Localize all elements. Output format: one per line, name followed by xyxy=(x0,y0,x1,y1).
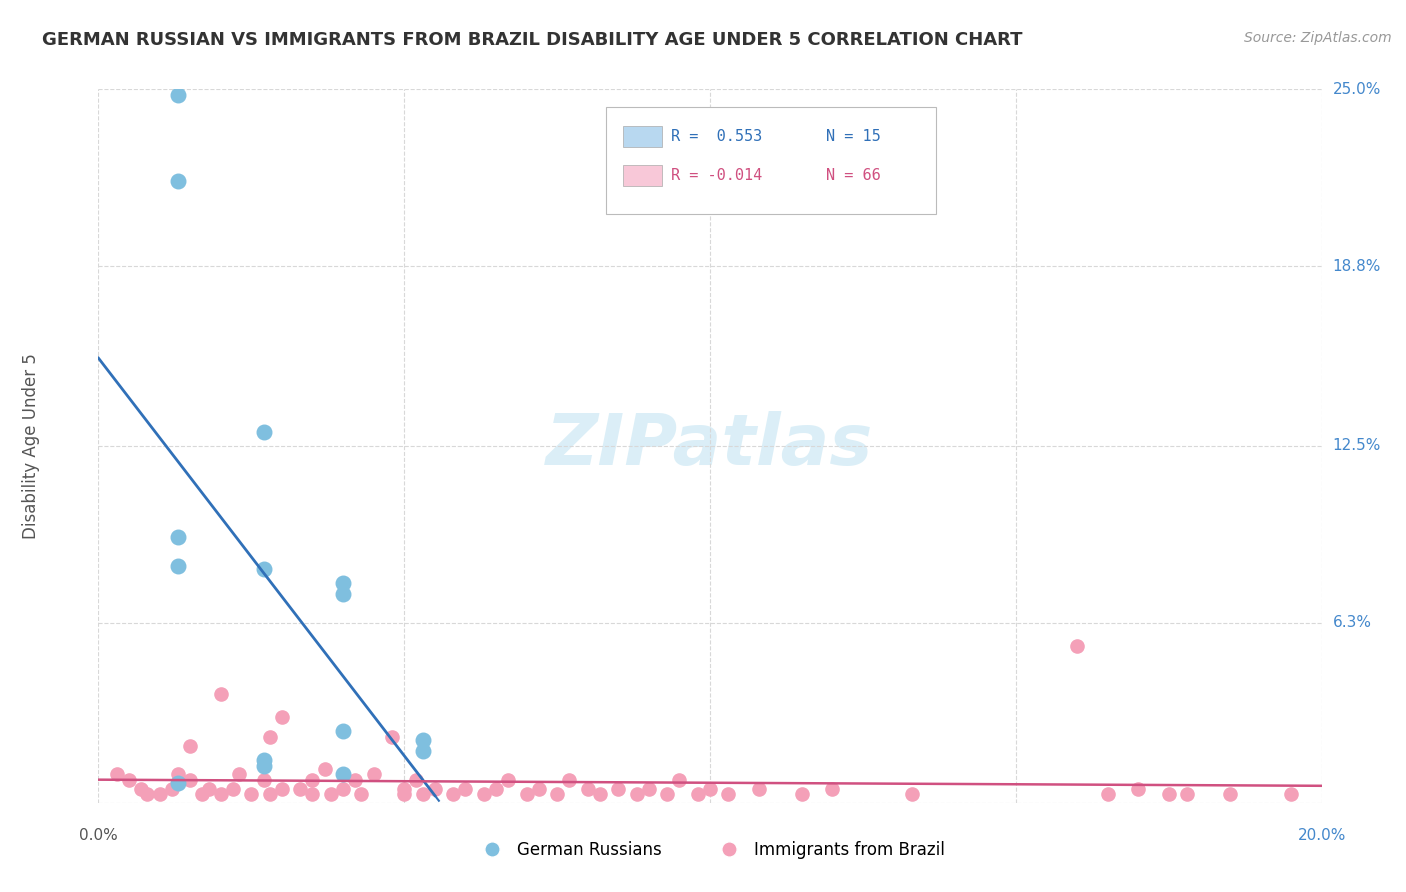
Legend: German Russians, Immigrants from Brazil: German Russians, Immigrants from Brazil xyxy=(468,835,952,866)
Point xyxy=(179,739,201,753)
Point xyxy=(209,687,232,701)
Point xyxy=(657,787,679,801)
Point xyxy=(454,781,477,796)
Point xyxy=(167,558,190,573)
Point xyxy=(290,781,312,796)
Point xyxy=(1279,787,1302,801)
FancyBboxPatch shape xyxy=(606,107,936,214)
Point xyxy=(576,781,599,796)
Point xyxy=(699,781,721,796)
Point xyxy=(160,781,183,796)
Point xyxy=(485,781,508,796)
Point xyxy=(209,787,232,801)
Text: ZIPatlas: ZIPatlas xyxy=(547,411,873,481)
Point xyxy=(191,787,214,801)
Point xyxy=(252,758,274,772)
Point xyxy=(319,787,342,801)
Point xyxy=(412,733,434,747)
Point xyxy=(412,787,434,801)
Point xyxy=(314,762,336,776)
Point xyxy=(363,767,385,781)
Text: Source: ZipAtlas.com: Source: ZipAtlas.com xyxy=(1244,31,1392,45)
Text: R = -0.014: R = -0.014 xyxy=(671,168,762,183)
Point xyxy=(1157,787,1180,801)
Point xyxy=(668,772,690,787)
Point xyxy=(381,730,404,744)
Point xyxy=(589,787,612,801)
Point xyxy=(527,781,550,796)
Point xyxy=(546,787,568,801)
Point xyxy=(240,787,263,801)
Point xyxy=(252,772,274,787)
Point xyxy=(626,787,648,801)
Point xyxy=(332,724,354,739)
Point xyxy=(1175,787,1198,801)
Text: 18.8%: 18.8% xyxy=(1333,259,1381,274)
Text: N = 15: N = 15 xyxy=(827,128,882,144)
Point xyxy=(167,173,190,187)
Point xyxy=(136,787,159,801)
Point xyxy=(405,772,427,787)
Point xyxy=(607,781,630,796)
Point xyxy=(259,730,281,744)
Text: 12.5%: 12.5% xyxy=(1333,439,1381,453)
Point xyxy=(392,781,416,796)
Point xyxy=(167,530,190,544)
Point xyxy=(332,587,354,601)
FancyBboxPatch shape xyxy=(623,165,662,186)
Point xyxy=(259,787,281,801)
Point xyxy=(821,781,844,796)
Point xyxy=(790,787,813,801)
Point xyxy=(332,767,354,781)
Point xyxy=(686,787,709,801)
Point xyxy=(252,562,274,576)
Point xyxy=(423,781,446,796)
Point xyxy=(228,767,250,781)
Text: 20.0%: 20.0% xyxy=(1298,828,1346,843)
Point xyxy=(129,781,152,796)
Text: GERMAN RUSSIAN VS IMMIGRANTS FROM BRAZIL DISABILITY AGE UNDER 5 CORRELATION CHAR: GERMAN RUSSIAN VS IMMIGRANTS FROM BRAZIL… xyxy=(42,31,1022,49)
Point xyxy=(270,710,292,724)
Point xyxy=(167,767,190,781)
Point xyxy=(350,787,373,801)
Point xyxy=(472,787,495,801)
Point xyxy=(179,772,201,787)
Text: 25.0%: 25.0% xyxy=(1333,82,1381,96)
Text: N = 66: N = 66 xyxy=(827,168,882,183)
Point xyxy=(252,753,274,767)
Point xyxy=(1066,639,1088,653)
Point xyxy=(717,787,740,801)
Point xyxy=(901,787,924,801)
Point xyxy=(301,772,323,787)
Point xyxy=(301,787,323,801)
Point xyxy=(392,787,416,801)
Text: Disability Age Under 5: Disability Age Under 5 xyxy=(22,353,41,539)
Point xyxy=(197,781,219,796)
Point xyxy=(167,87,190,102)
Point xyxy=(167,776,190,790)
Point xyxy=(332,576,354,591)
Point xyxy=(332,781,354,796)
Point xyxy=(1097,787,1119,801)
FancyBboxPatch shape xyxy=(623,126,662,147)
Point xyxy=(748,781,770,796)
Point xyxy=(344,772,367,787)
Point xyxy=(118,772,141,787)
Point xyxy=(441,787,464,801)
Text: R =  0.553: R = 0.553 xyxy=(671,128,762,144)
Point xyxy=(516,787,538,801)
Text: 0.0%: 0.0% xyxy=(79,828,118,843)
Point xyxy=(252,425,274,439)
Text: 6.3%: 6.3% xyxy=(1333,615,1372,631)
Point xyxy=(1128,781,1150,796)
Point xyxy=(270,781,292,796)
Point xyxy=(637,781,661,796)
Point xyxy=(222,781,245,796)
Point xyxy=(149,787,172,801)
Point xyxy=(1219,787,1241,801)
Point xyxy=(496,772,519,787)
Point xyxy=(105,767,128,781)
Point xyxy=(558,772,581,787)
Point xyxy=(412,744,434,758)
